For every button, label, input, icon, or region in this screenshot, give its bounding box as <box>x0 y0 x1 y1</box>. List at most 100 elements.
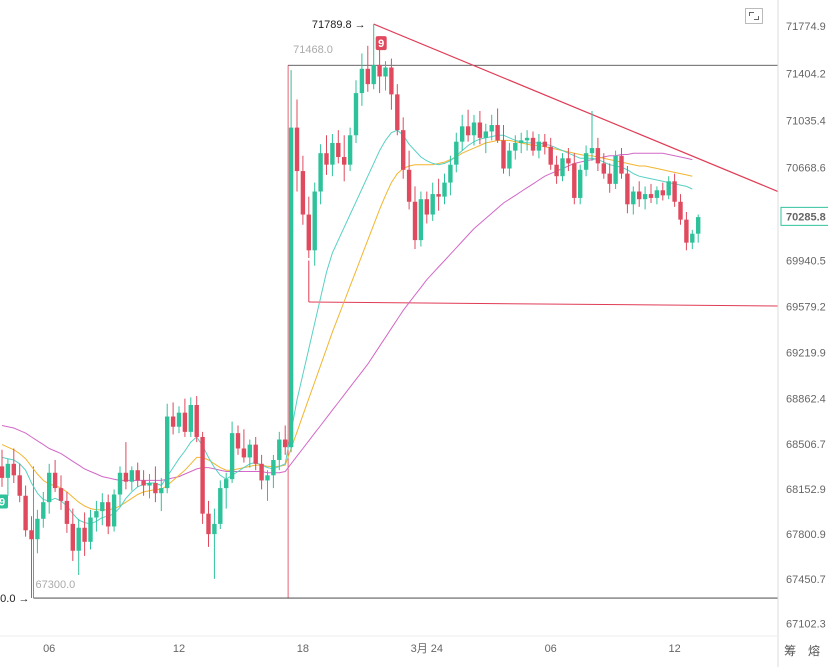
candle <box>489 114 494 141</box>
candle <box>265 470 270 501</box>
candle <box>418 191 424 247</box>
candle <box>129 466 134 491</box>
candle <box>64 491 70 533</box>
candle-body <box>678 201 683 220</box>
candle <box>442 173 447 205</box>
ma-slow-line <box>1 152 693 481</box>
candle <box>58 475 64 510</box>
candle <box>454 132 459 173</box>
candle <box>165 403 170 494</box>
y-tick-label: 67102.3 <box>786 618 826 630</box>
candle-body <box>607 173 612 184</box>
candle <box>383 61 388 91</box>
candle <box>471 114 477 146</box>
candle <box>424 191 429 224</box>
candle <box>359 53 365 106</box>
candle <box>52 459 58 492</box>
x-tick-label: 3月 24 <box>411 643 443 655</box>
candle-body <box>353 93 359 136</box>
candle-body <box>642 194 648 200</box>
candle <box>619 148 624 179</box>
candle-body <box>129 470 134 482</box>
candle-body <box>247 444 252 458</box>
candle-body <box>106 502 111 527</box>
candle <box>312 182 317 266</box>
y-tick-label: 69219.9 <box>786 348 826 360</box>
candle-body <box>330 142 335 165</box>
candle-body <box>566 158 571 164</box>
y-tick-label: 68862.4 <box>786 393 826 405</box>
candle <box>477 110 483 145</box>
candle <box>306 196 311 258</box>
candle <box>395 84 400 136</box>
candle <box>430 182 435 221</box>
candle-body <box>613 155 618 184</box>
candle <box>141 470 146 496</box>
candle-body <box>365 68 370 85</box>
support-line <box>308 301 779 307</box>
candle <box>377 48 382 94</box>
x-tick-label: 06 <box>545 643 557 655</box>
moving-averages <box>1 129 693 525</box>
candle-body <box>123 472 129 482</box>
candle <box>524 130 530 151</box>
candle <box>94 500 99 532</box>
candle-body <box>241 448 247 458</box>
candle-body <box>418 199 424 241</box>
candle-body <box>147 482 152 486</box>
candle <box>672 173 677 207</box>
candle-body <box>82 527 87 542</box>
candle-body <box>318 153 323 192</box>
candle <box>82 512 87 556</box>
candle-body <box>94 511 99 518</box>
candle <box>583 145 589 177</box>
candle <box>347 127 353 172</box>
candle-body <box>530 137 536 151</box>
candle <box>519 132 524 154</box>
x-tick-label: 18 <box>297 643 309 655</box>
candle-body <box>395 94 400 131</box>
candle <box>460 114 465 151</box>
candle <box>259 454 264 490</box>
candle-body <box>194 405 199 437</box>
candle-body <box>100 502 105 512</box>
chip-label[interactable]: 筹 <box>784 644 797 658</box>
candle-body <box>519 140 524 143</box>
candle-body <box>336 142 341 158</box>
candle-body <box>465 126 471 136</box>
candle-body <box>507 150 512 169</box>
y-tick-label: 71404.2 <box>786 68 826 80</box>
candle <box>29 516 34 599</box>
candle-body <box>684 219 689 243</box>
candle <box>271 454 276 489</box>
fullscreen-icon[interactable] <box>745 8 763 24</box>
candle <box>336 130 341 164</box>
candle-body <box>200 436 205 514</box>
candle-body <box>0 466 5 478</box>
candle-body <box>637 191 642 200</box>
candle-body <box>406 169 412 202</box>
candle-body <box>188 405 193 432</box>
candle-body <box>5 463 11 478</box>
candle-body <box>424 199 429 215</box>
candle <box>654 186 660 205</box>
melt-label[interactable]: 熔 <box>807 644 820 658</box>
left-signal-badge <box>0 494 8 509</box>
candle-body <box>141 480 146 486</box>
candle <box>283 425 288 455</box>
candle <box>578 164 583 205</box>
candle <box>229 421 235 483</box>
candle <box>666 176 671 200</box>
candle-body <box>448 164 453 183</box>
candle <box>135 462 140 487</box>
candle-body <box>524 137 530 141</box>
candle-body <box>572 163 577 198</box>
candle-body <box>401 130 406 170</box>
candle-body <box>513 142 518 151</box>
candle-body <box>159 488 164 494</box>
candle <box>696 214 701 243</box>
candle-body <box>182 412 188 432</box>
candle <box>111 489 117 532</box>
candle-body <box>477 122 483 138</box>
